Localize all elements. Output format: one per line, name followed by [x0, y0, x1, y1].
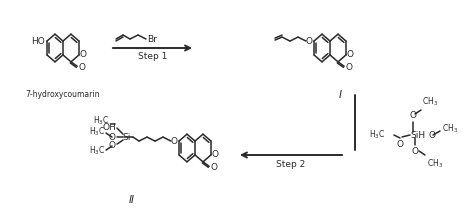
Text: OH: OH: [102, 122, 116, 132]
Text: O: O: [429, 130, 436, 140]
Text: $\mathsf{CH_3}$: $\mathsf{CH_3}$: [442, 123, 458, 135]
Text: $\mathsf{H_3C}$: $\mathsf{H_3C}$: [92, 115, 109, 127]
Text: II: II: [129, 195, 135, 205]
Text: Br: Br: [147, 35, 157, 43]
Text: O: O: [80, 50, 87, 59]
Text: O: O: [171, 137, 178, 146]
Text: $\mathsf{H_3C}$: $\mathsf{H_3C}$: [369, 129, 385, 141]
Text: Step 1: Step 1: [138, 52, 167, 61]
Text: O: O: [109, 141, 116, 149]
Text: SiH: SiH: [410, 130, 425, 140]
Text: O: O: [306, 37, 313, 46]
Text: O: O: [345, 63, 352, 72]
Text: $\mathsf{CH_3}$: $\mathsf{CH_3}$: [427, 157, 443, 170]
Text: O: O: [396, 140, 403, 149]
Text: Si: Si: [123, 133, 131, 141]
Text: O: O: [78, 63, 85, 72]
Text: 7-hydroxycoumarin: 7-hydroxycoumarin: [26, 90, 100, 99]
Text: $\mathsf{H_3C}$: $\mathsf{H_3C}$: [89, 126, 105, 138]
Text: I: I: [338, 90, 341, 100]
Text: O: O: [109, 133, 116, 141]
Text: O: O: [347, 50, 354, 59]
Text: O: O: [210, 163, 217, 172]
Text: $\mathsf{H_3C}$: $\mathsf{H_3C}$: [89, 145, 105, 157]
Text: O: O: [411, 147, 419, 156]
Text: O: O: [212, 150, 219, 159]
Text: $\mathsf{CH_3}$: $\mathsf{CH_3}$: [422, 95, 438, 108]
Text: Step 2: Step 2: [276, 160, 306, 169]
Text: HO: HO: [31, 37, 45, 46]
Text: O: O: [410, 111, 417, 120]
